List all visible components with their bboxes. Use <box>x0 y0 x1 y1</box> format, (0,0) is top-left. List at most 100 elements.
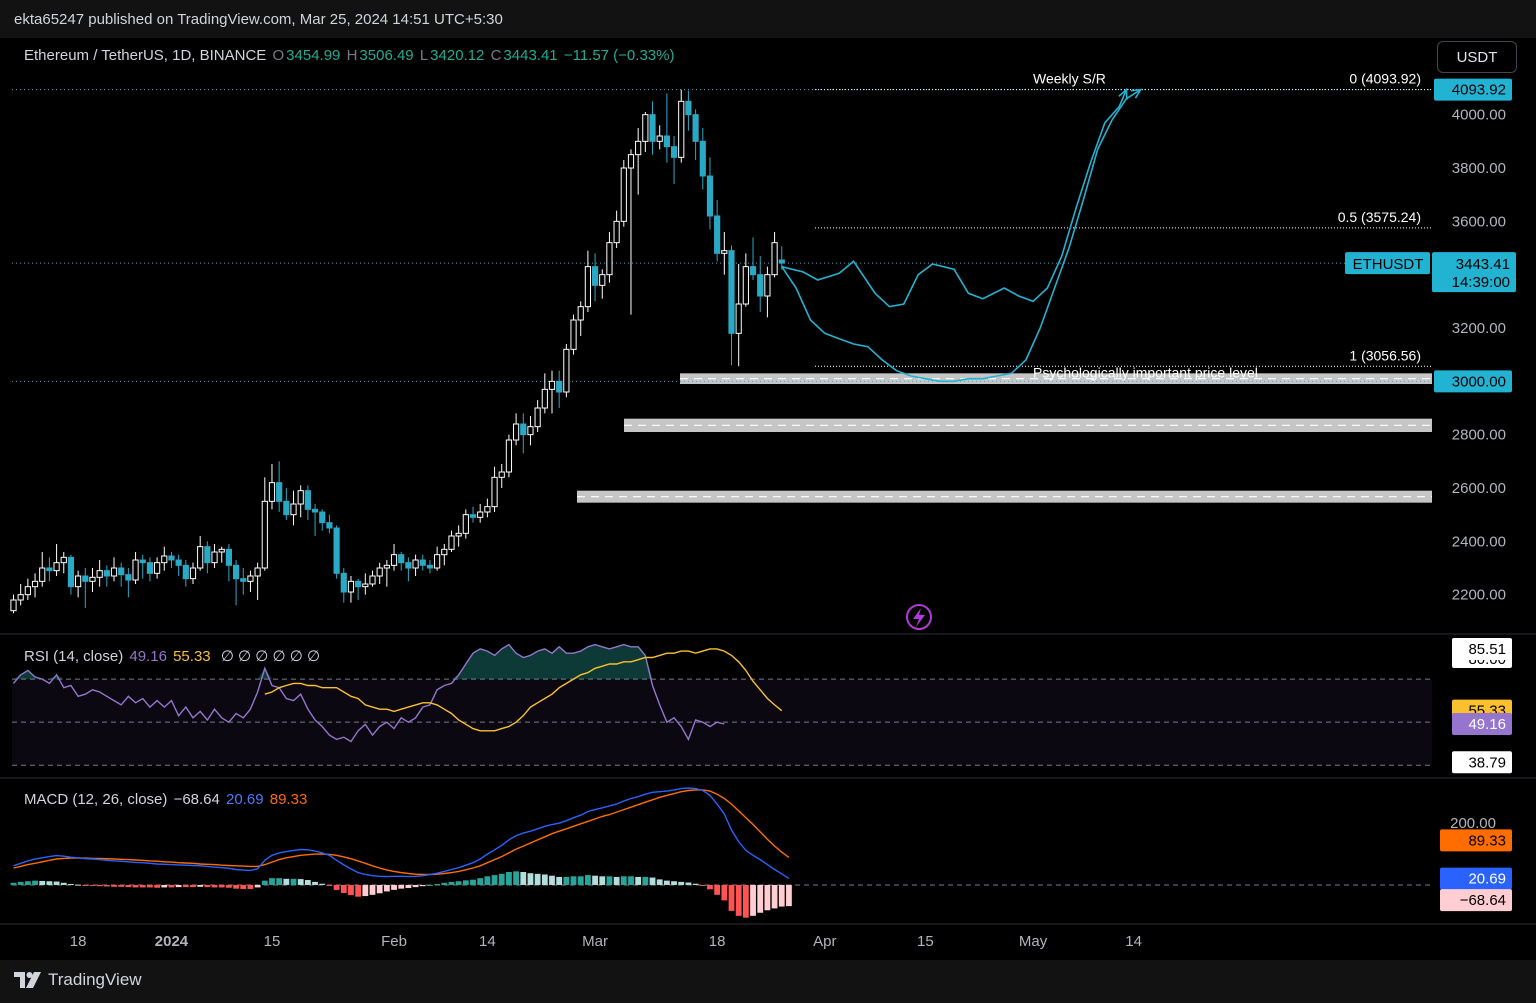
projection-upper-arrow <box>1118 87 1128 100</box>
candle-body <box>311 508 319 513</box>
fib-levels: Weekly S/R 0 (4093.92) 0.5 (3575.24) 1 (305… <box>12 71 1432 382</box>
macd-histogram-bar <box>46 881 53 885</box>
macd-histogram-bar <box>355 884 362 897</box>
rsi-ma-line <box>264 648 783 732</box>
macd-histogram-bar <box>455 881 462 885</box>
candle-body <box>110 567 118 577</box>
candle-body <box>534 407 541 428</box>
macd-histogram-bar <box>462 880 469 885</box>
candle-body <box>627 154 635 169</box>
macd-histogram-bar <box>233 884 239 889</box>
candle-body <box>53 562 60 572</box>
macd-value: 20.69 <box>226 791 264 808</box>
candle-body <box>513 423 520 441</box>
macd-histogram-bar <box>398 884 405 889</box>
price-tick-label: 2800.00 <box>1452 427 1506 444</box>
candlestick-series <box>10 89 785 614</box>
candle-body <box>304 490 311 510</box>
price-tick-label: 3200.00 <box>1452 320 1506 337</box>
weekly-sr-label: Weekly S/R <box>1033 71 1106 87</box>
candle-body <box>347 580 355 593</box>
candle-body <box>189 567 197 580</box>
macd-histogram-bar <box>671 881 677 885</box>
projection-lower-path <box>781 88 1142 383</box>
candle-body <box>764 274 771 297</box>
macd-histogram-bar <box>728 884 735 911</box>
price-tick-label: 3800.00 <box>1452 160 1506 177</box>
candle-body <box>448 535 455 550</box>
candle-body <box>577 306 584 321</box>
tradingview-logo[interactable]: TradingView <box>14 970 142 990</box>
rsi-value: 49.16 <box>129 648 167 665</box>
price-tick-label: 3600.00 <box>1452 213 1506 230</box>
macd-pane <box>10 787 1432 918</box>
high-label: H <box>346 47 358 64</box>
macd-histogram-bar <box>175 884 182 888</box>
rsi-tag-0-bg <box>1452 638 1512 660</box>
macd-signal-tag-bg <box>1440 829 1512 852</box>
macd-histogram-bar <box>226 884 232 888</box>
rsi-title[interactable]: RSI (14, close) <box>24 648 124 665</box>
macd-histogram-bar <box>527 873 534 885</box>
candle-body <box>154 562 161 574</box>
price-tag-3000: 3000.00 <box>1452 373 1506 390</box>
macd-histogram-bar <box>283 878 290 885</box>
candle-body <box>469 514 477 518</box>
low-value: 3420.12 <box>430 47 485 64</box>
macd-histogram-bar <box>721 884 728 901</box>
candle-body <box>692 114 699 142</box>
macd-histogram-bar <box>520 871 527 885</box>
symbol-title[interactable]: Ethereum / TetherUS, 1D, BINANCE <box>24 47 267 64</box>
macd-histogram-bar <box>656 879 663 885</box>
macd-histogram-bar <box>434 884 441 886</box>
macd-histogram-bar <box>599 876 606 885</box>
macd-histogram-bar <box>771 884 778 909</box>
rsi-line <box>12 643 725 743</box>
rsi-tag-3: 49.16 <box>1468 716 1506 733</box>
lightning-icon[interactable] <box>906 604 932 630</box>
macd-histogram-bar <box>585 875 591 885</box>
macd-histogram-bar <box>513 871 519 885</box>
macd-line-tag-bg <box>1440 867 1512 890</box>
candle-body <box>484 506 491 513</box>
candle-body <box>125 574 132 581</box>
macd-histogram-bar <box>412 884 419 888</box>
candle-body <box>276 482 283 502</box>
candle-body <box>254 567 261 577</box>
candle-body <box>699 140 706 177</box>
time-tick-label: 15 <box>264 933 281 950</box>
candle-body <box>656 135 663 142</box>
candle-body <box>548 380 556 390</box>
candle-body <box>735 303 742 334</box>
macd-histogram-bar <box>17 881 24 885</box>
macd-histogram-bar <box>290 878 297 885</box>
macd-histogram-bar <box>570 876 577 885</box>
currency-button[interactable]: USDT <box>1437 41 1517 73</box>
macd-histogram-bar <box>312 881 318 885</box>
candle-body <box>663 135 670 148</box>
candle-body <box>247 575 254 582</box>
candle-body <box>426 564 434 569</box>
publish-header: ekta65247 published on TradingView.com, … <box>0 0 1536 38</box>
macd-line-tag: 20.69 <box>1468 871 1506 888</box>
open-value: 3454.99 <box>286 47 341 64</box>
macd-histogram-bar <box>484 876 491 885</box>
time-tick-label: Mar <box>582 933 608 950</box>
candle-body <box>17 594 24 601</box>
published-by-text: ekta65247 published on TradingView.com, … <box>14 11 503 28</box>
last-price-tag-bg <box>1432 252 1516 293</box>
candle-body <box>541 388 548 409</box>
macd-title[interactable]: MACD (12, 26, close) <box>24 791 168 808</box>
candle-body <box>383 564 390 569</box>
low-label: L <box>419 47 429 64</box>
time-tick-label: 18 <box>70 933 87 950</box>
candle-body <box>419 559 426 566</box>
candle-body <box>24 586 31 596</box>
candle-body <box>520 423 527 436</box>
macd-histogram-bar <box>391 884 397 890</box>
candle-body <box>613 220 620 244</box>
macd-histogram-bar <box>714 884 721 895</box>
macd-histogram-bar <box>254 884 261 888</box>
main-legend: Ethereum / TetherUS, 1D, BINANCE O 3454.9… <box>24 47 676 64</box>
